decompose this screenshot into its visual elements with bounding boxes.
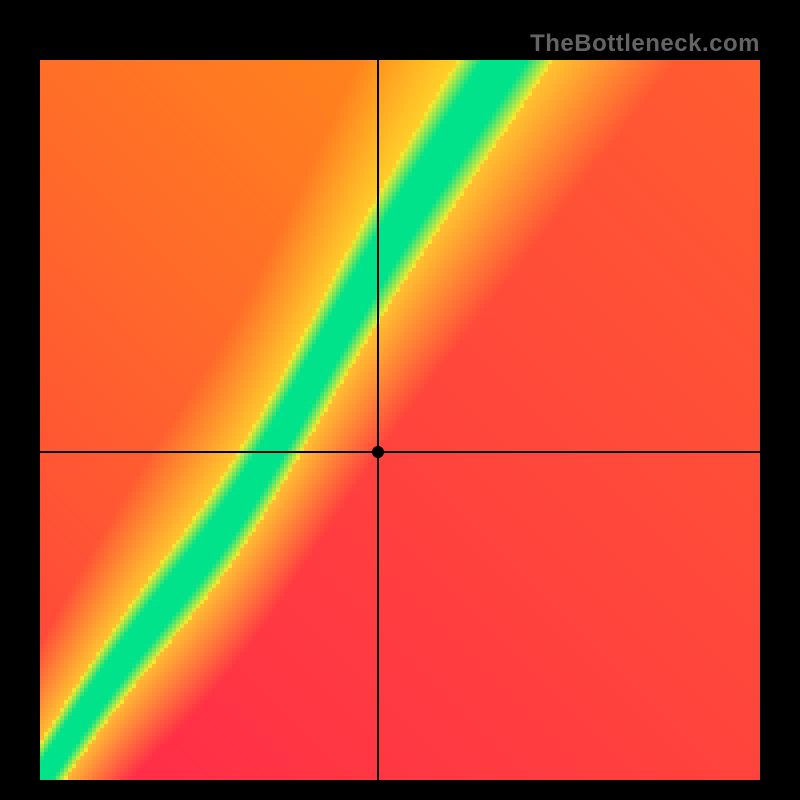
heatmap-canvas xyxy=(40,60,760,780)
crosshair-marker xyxy=(372,446,384,458)
outer-frame: TheBottleneck.com xyxy=(0,0,800,800)
watermark-text: TheBottleneck.com xyxy=(530,30,760,58)
crosshair-horizontal xyxy=(40,451,760,453)
plot-area xyxy=(40,60,760,780)
crosshair-vertical xyxy=(377,60,379,780)
